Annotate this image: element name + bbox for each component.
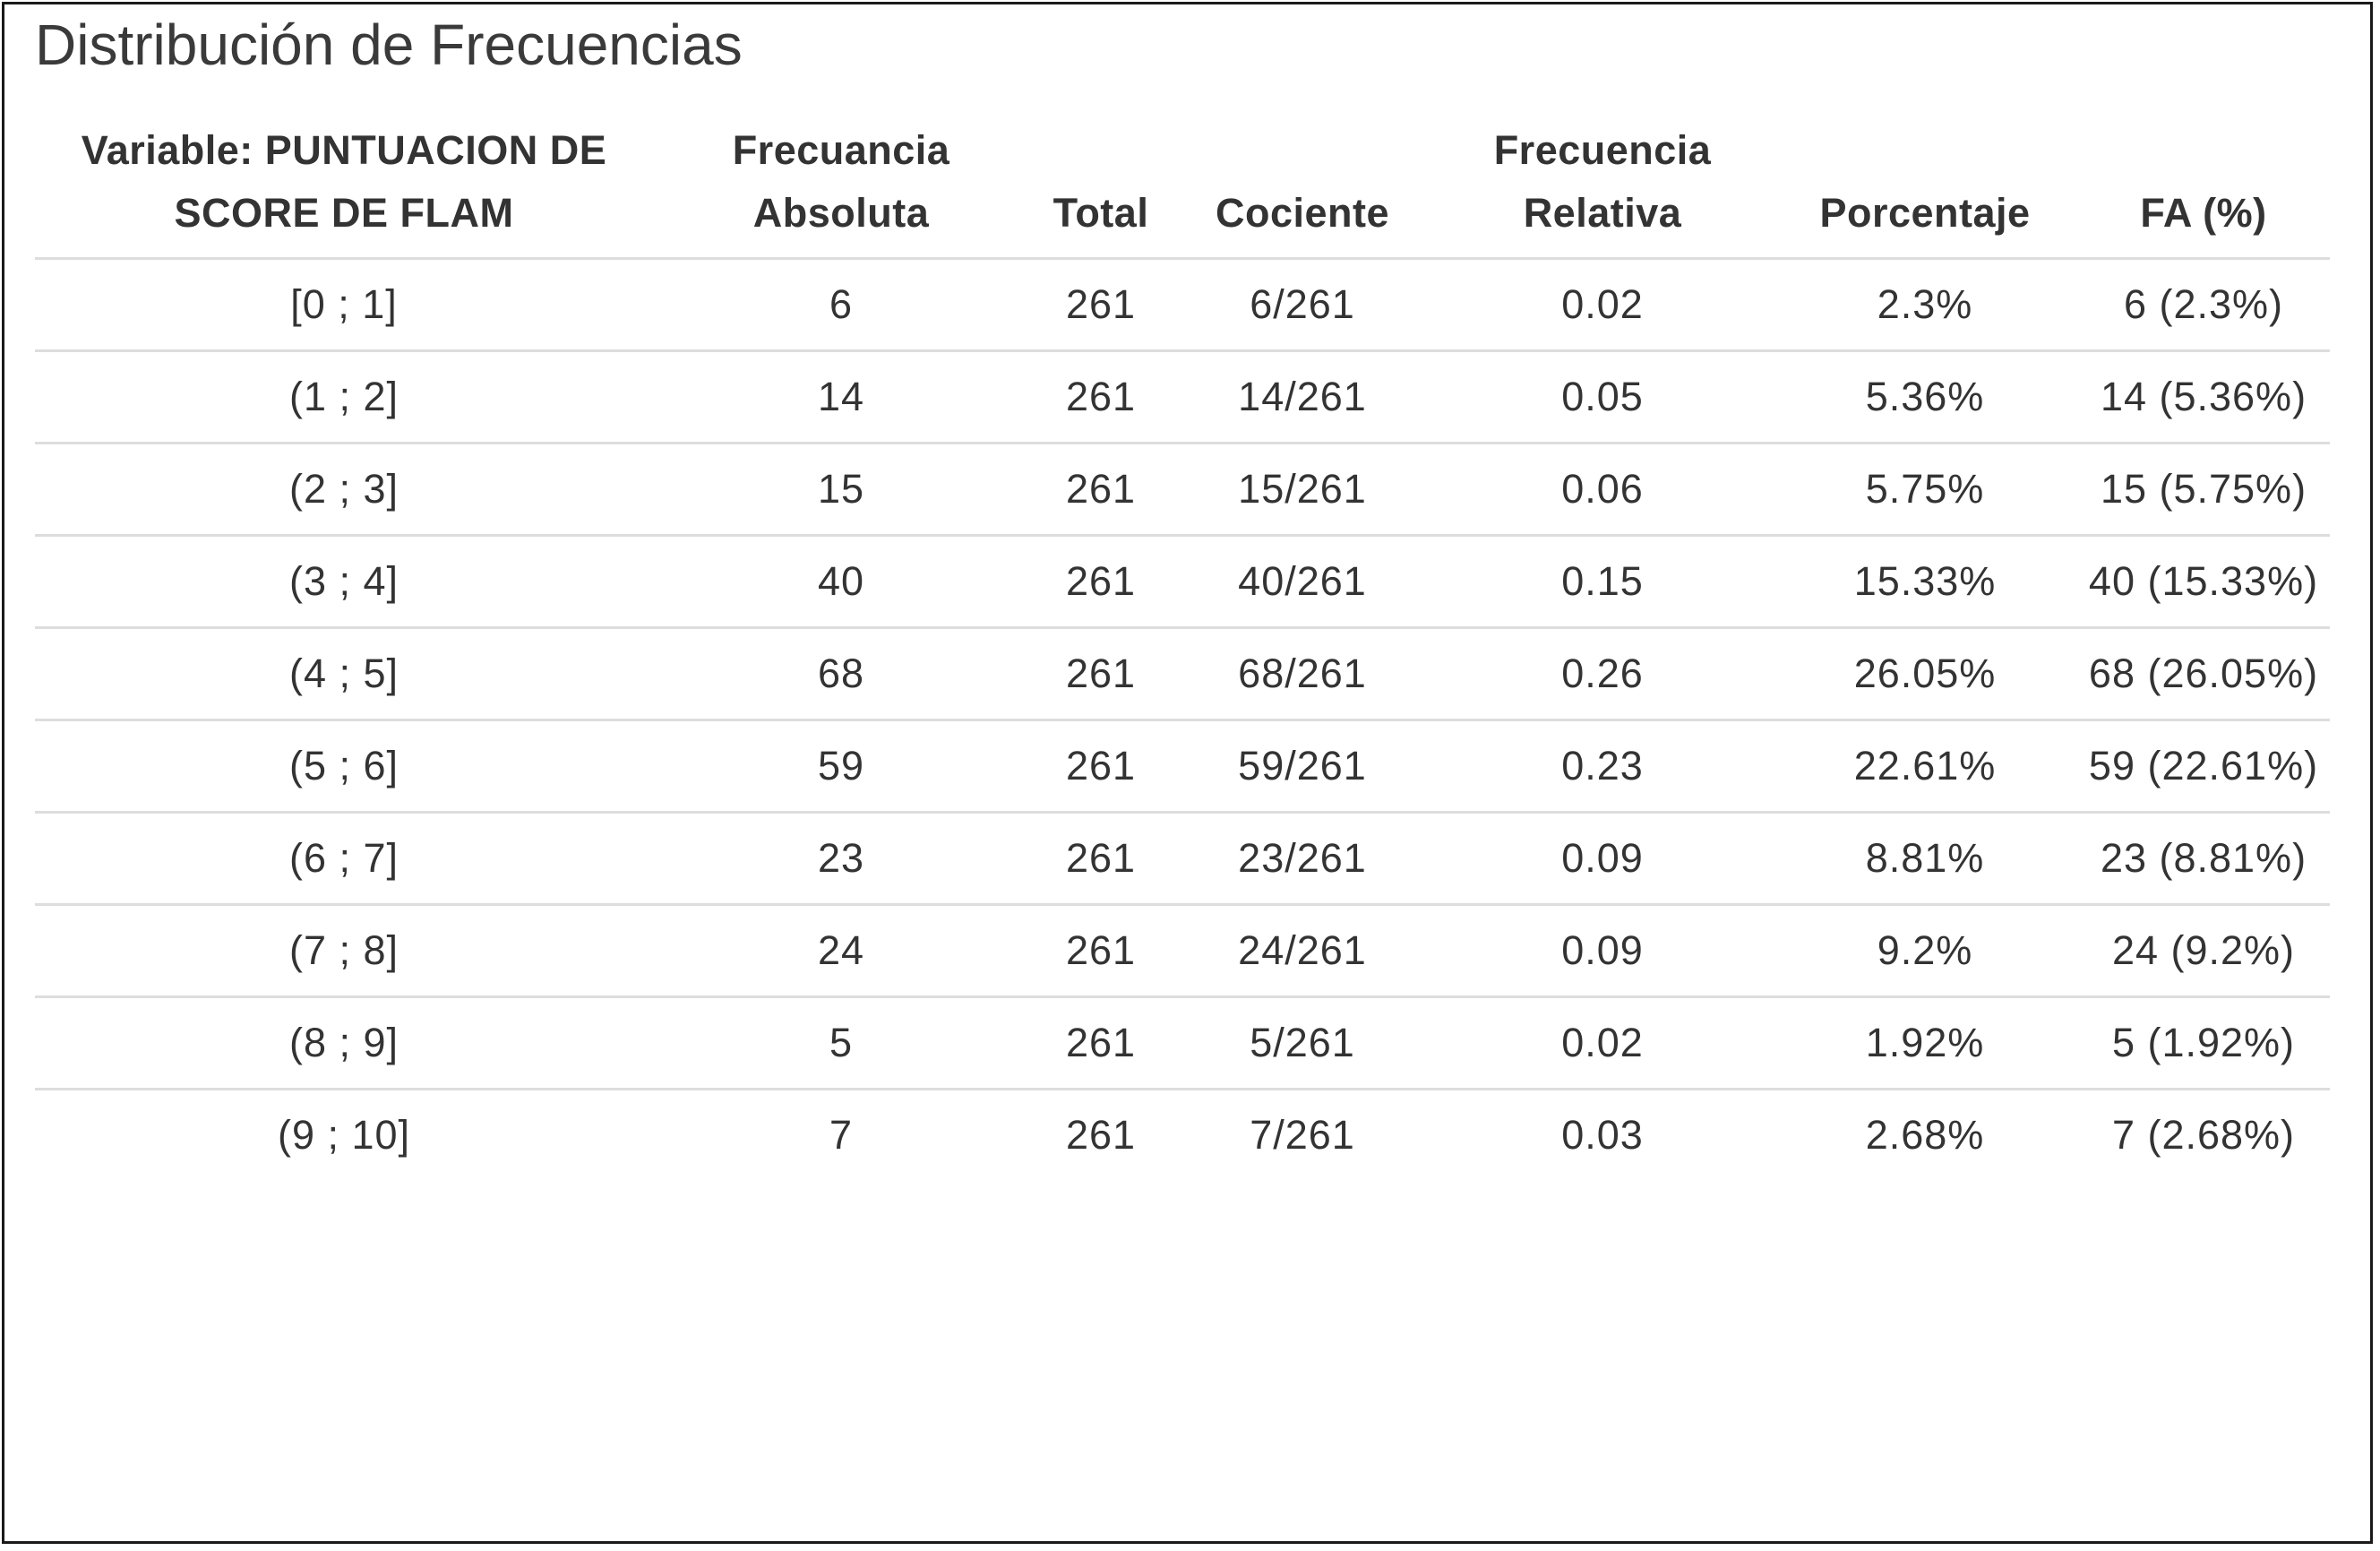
cell-total: 261: [1029, 627, 1173, 721]
table-row: [0 ; 1] 6 261 6/261 0.02 2.3% 6 (2.3%): [35, 258, 2330, 352]
cell-porcentaje: 9.2%: [1773, 904, 2077, 998]
table-header-row: Variable: PUNTUACION DE SCORE DE FLAM Fr…: [35, 119, 2330, 260]
cell-porcentaje: 5.36%: [1773, 350, 2077, 444]
cell-frecuencia-absoluta: 6: [653, 258, 1029, 352]
cell-fa-pct: 5 (1.92%): [2077, 996, 2330, 1090]
cell-total: 261: [1029, 904, 1173, 998]
cell-fa-pct: 7 (2.68%): [2111, 1112, 2296, 1158]
cell-total: 261: [1029, 996, 1173, 1090]
cell-porcentaje: 22.61%: [1773, 719, 2077, 814]
cell-porcentaje: 1.92%: [1773, 996, 2077, 1090]
cell-cociente: 5/261: [1173, 996, 1432, 1090]
frequency-table: Variable: PUNTUACION DE SCORE DE FLAM Fr…: [35, 119, 2330, 1180]
cell-cociente: 7/261: [1250, 1112, 1355, 1158]
cell-total: 261: [1029, 812, 1173, 906]
header-frecuencia-relativa: Frecuencia Relativa: [1432, 119, 1773, 260]
table-row: (8 ; 9] 5 261 5/261 0.02 1.92% 5 (1.92%): [35, 996, 2330, 1090]
cell-interval: (1 ; 2]: [35, 350, 653, 444]
table-row: (2 ; 3] 15 261 15/261 0.06 5.75% 15 (5.75%): [35, 443, 2330, 537]
table-row: (1 ; 2] 14 261 14/261 0.05 5.36% 14 (5.36%): [35, 350, 2330, 444]
cell-interval: (9 ; 10]: [277, 1112, 411, 1158]
cell-porcentaje: 2.3%: [1773, 258, 2077, 352]
page-title: Distribución de Frecuencias: [35, 13, 743, 77]
cell-interval: (2 ; 3]: [35, 443, 653, 537]
table-row: (6 ; 7] 23 261 23/261 0.09 8.81% 23 (8.81%): [35, 812, 2330, 906]
cell-frecuencia-relativa: 0.02: [1432, 258, 1773, 352]
cell-fa-pct: 24 (9.2%): [2077, 904, 2330, 998]
table-row: (7 ; 8] 24 261 24/261 0.09 9.2% 24 (9.2%): [35, 904, 2330, 998]
cell-total: 261: [1065, 1112, 1137, 1158]
cell-frecuencia-absoluta: 15: [653, 443, 1029, 537]
cell-total: 261: [1029, 719, 1173, 814]
table-body: [0 ; 1] 6 261 6/261 0.02 2.3% 6 (2.3%) (1 ; 2] 1…: [35, 258, 2330, 1181]
cell-frecuencia-relativa: 0.03: [1561, 1112, 1644, 1158]
cell-frecuencia-relativa: 0.23: [1432, 719, 1773, 814]
cell-frecuencia-relativa: 0.06: [1432, 443, 1773, 537]
cell-interval: (7 ; 8]: [35, 904, 653, 998]
cell-frecuencia-absoluta: 14: [653, 350, 1029, 444]
cell-porcentaje: 8.81%: [1773, 812, 2077, 906]
cell-cociente: 59/261: [1173, 719, 1432, 814]
cell-cociente: 24/261: [1173, 904, 1432, 998]
cell-porcentaje: 26.05%: [1773, 627, 2077, 721]
header-total: Total: [1029, 119, 1173, 260]
cell-total: 261: [1029, 535, 1173, 629]
cell-porcentaje: 2.68%: [1865, 1112, 1985, 1158]
cell-total: 261: [1029, 443, 1173, 537]
cell-fa-pct: 14 (5.36%): [2077, 350, 2330, 444]
cell-interval: (6 ; 7]: [35, 812, 653, 906]
header-porcentaje: Porcentaje: [1773, 119, 2077, 260]
table-row: (4 ; 5] 68 261 68/261 0.26 26.05% 68 (26.05%): [35, 627, 2330, 721]
cell-frecuencia-absoluta: 5: [653, 996, 1029, 1090]
cell-interval: [0 ; 1]: [35, 258, 653, 352]
cell-fa-pct: 68 (26.05%): [2077, 627, 2330, 721]
cell-porcentaje: 5.75%: [1773, 443, 2077, 537]
cell-cociente: 14/261: [1173, 350, 1432, 444]
cell-total: 261: [1029, 350, 1173, 444]
cell-frecuencia-absoluta: 68: [653, 627, 1029, 721]
cell-porcentaje: 15.33%: [1773, 535, 2077, 629]
cell-fa-pct: 23 (8.81%): [2077, 812, 2330, 906]
cell-interval: (4 ; 5]: [35, 627, 653, 721]
cell-fa-pct: 15 (5.75%): [2077, 443, 2330, 537]
cell-frecuencia-absoluta: 40: [653, 535, 1029, 629]
table-row: (9 ; 10] 7 261 7/261 0.03 2.68% 7 (2.68%): [35, 1090, 2330, 1181]
table-row: (3 ; 4] 40 261 40/261 0.15 15.33% 40 (15.33%): [35, 535, 2330, 629]
cell-interval: (3 ; 4]: [35, 535, 653, 629]
cell-frecuencia-relativa: 0.15: [1432, 535, 1773, 629]
cell-frecuencia-absoluta: 23: [653, 812, 1029, 906]
cell-frecuencia-relativa: 0.02: [1432, 996, 1773, 1090]
cell-fa-pct: 40 (15.33%): [2077, 535, 2330, 629]
cell-interval: (8 ; 9]: [35, 996, 653, 1090]
cell-cociente: 23/261: [1173, 812, 1432, 906]
header-cociente: Cociente: [1173, 119, 1432, 260]
cell-frecuencia-relativa: 0.26: [1432, 627, 1773, 721]
cell-interval: (5 ; 6]: [35, 719, 653, 814]
cell-frecuencia-relativa: 0.05: [1432, 350, 1773, 444]
cell-cociente: 6/261: [1173, 258, 1432, 352]
cell-cociente: 68/261: [1173, 627, 1432, 721]
cell-fa-pct: 59 (22.61%): [2077, 719, 2330, 814]
cell-cociente: 15/261: [1173, 443, 1432, 537]
header-variable: Variable: PUNTUACION DE SCORE DE FLAM: [35, 119, 653, 260]
cell-frecuencia-relativa: 0.09: [1432, 812, 1773, 906]
header-frecuencia-absoluta: Frecuancia Absoluta: [653, 119, 1029, 260]
cell-frecuencia-absoluta: 59: [653, 719, 1029, 814]
cell-fa-pct: 6 (2.3%): [2077, 258, 2330, 352]
cell-frecuencia-absoluta: 24: [653, 904, 1029, 998]
table-row: (5 ; 6] 59 261 59/261 0.23 22.61% 59 (22.61%): [35, 719, 2330, 814]
cell-cociente: 40/261: [1173, 535, 1432, 629]
header-fa-pct: FA (%): [2077, 119, 2330, 260]
cell-frecuencia-relativa: 0.09: [1432, 904, 1773, 998]
cell-total: 261: [1029, 258, 1173, 352]
cell-frecuencia-absoluta: 7: [829, 1112, 854, 1158]
